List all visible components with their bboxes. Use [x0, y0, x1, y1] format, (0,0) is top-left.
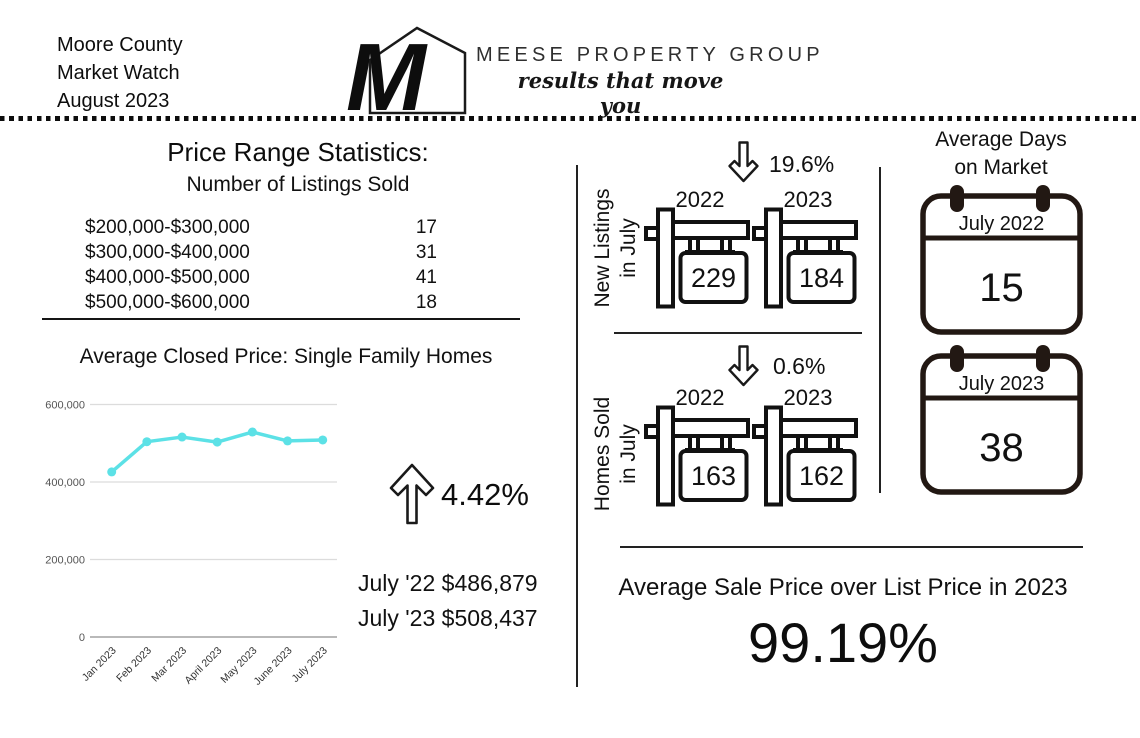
data-point [247, 427, 257, 437]
brand-tagline: results that move you [517, 68, 724, 118]
new-listings-2023-value: 184 [799, 263, 844, 293]
table-row: $500,000-$600,000 18 [85, 290, 437, 315]
year-label-2022: 2022 [675, 187, 725, 212]
data-point [318, 435, 328, 445]
calendar-icon: July 2022 15 [920, 185, 1083, 335]
listings-count: 41 [415, 267, 437, 288]
report-title-line2: Market Watch [57, 62, 180, 84]
report-title: Moore County Market Watch August 2023 [57, 31, 183, 115]
new-listings-2022-value: 229 [691, 263, 736, 293]
table-row: $300,000-$400,000 31 [85, 240, 437, 265]
price-range-title: Price Range Statistics: [167, 137, 429, 167]
down-arrow-icon [728, 345, 759, 387]
listings-count: 17 [415, 217, 437, 238]
closed-price-july22: July '22 $486,879 [358, 570, 538, 596]
listings-count: 31 [415, 242, 437, 263]
homes-sold-2023-value: 162 [799, 461, 844, 491]
report-title-line3: August 2023 [57, 90, 170, 112]
section-label-line: in July [617, 424, 640, 484]
days-on-market-2022-value: 15 [979, 266, 1024, 310]
price-range-label: $500,000-$600,000 [85, 292, 250, 313]
up-arrow-icon [389, 463, 435, 525]
days-on-market-2023-value: 38 [979, 426, 1024, 470]
price-range-label: $200,000-$300,000 [85, 217, 250, 238]
calendar-icon: July 2023 38 [920, 345, 1083, 495]
data-point [283, 436, 293, 446]
x-tick-label: June 2023 [252, 645, 295, 688]
yard-sign-icon: 162 [752, 405, 858, 507]
logo-monogram: M [346, 24, 428, 120]
company-logo-icon: M [346, 24, 467, 120]
yard-sign-icon: 229 [644, 207, 750, 309]
price-range-label: $400,000-$500,000 [85, 267, 250, 288]
x-tick-label: July 2023 [290, 645, 330, 685]
homes-sold-change-pct: 0.6% [773, 353, 826, 379]
yard-sign-icon: 184 [752, 207, 858, 309]
brand-name: MEESE PROPERTY GROUP [476, 44, 824, 66]
days-on-market-title-line: Average Days [935, 128, 1067, 151]
homes-sold-2022-value: 163 [691, 461, 736, 491]
yard-sign-icon: 163 [644, 405, 750, 507]
section-divider [42, 318, 520, 320]
x-tick-label: April 2023 [182, 645, 224, 687]
year-label-2022: 2022 [675, 385, 725, 410]
down-arrow-icon [728, 141, 759, 183]
calendar-month-label: July 2022 [959, 213, 1045, 235]
section-label-line: New Listings [591, 188, 614, 308]
section-label-line: Homes Sold [591, 396, 614, 512]
days-on-market-title-line: on Market [954, 156, 1048, 179]
price-range-table: $200,000-$300,000 17 $300,000-$400,000 3… [85, 215, 437, 315]
year-label-2023: 2023 [783, 187, 833, 212]
vertical-divider [576, 165, 578, 687]
y-tick-label: 0 [79, 632, 85, 644]
y-tick-label: 600,000 [45, 400, 85, 412]
table-row: $400,000-$500,000 41 [85, 265, 437, 290]
x-tick-label: Feb 2023 [114, 645, 154, 685]
closed-price-change-pct: 4.42% [441, 477, 529, 512]
data-point [212, 437, 222, 447]
price-range-label: $300,000-$400,000 [85, 242, 250, 263]
sale-over-list-value: 99.19% [748, 611, 938, 674]
dotted-divider [0, 116, 1140, 121]
year-label-2023: 2023 [783, 385, 833, 410]
y-tick-label: 200,000 [45, 555, 85, 567]
vertical-divider [879, 167, 881, 493]
sale-over-list-title: Average Sale Price over List Price in 20… [618, 574, 1068, 601]
chart-title: Average Closed Price: Single Family Home… [79, 345, 493, 368]
days-on-market-title: Average Days on Market [898, 126, 1104, 182]
listings-count: 18 [415, 292, 437, 313]
data-point [107, 467, 117, 477]
calendar-month-label: July 2023 [959, 373, 1045, 395]
table-row: $200,000-$300,000 17 [85, 215, 437, 240]
homes-sold-section-label: Homes Sold in July [590, 384, 644, 524]
price-range-subtitle: Number of Listings Sold [186, 173, 410, 196]
section-divider [614, 332, 862, 334]
data-point [142, 437, 152, 447]
closed-price-july23: July '23 $508,437 [358, 605, 538, 631]
new-listings-section-label: New Listings in July [590, 178, 644, 318]
section-divider [620, 546, 1083, 548]
x-tick-label: Jan 2023 [80, 645, 119, 684]
data-point [177, 432, 187, 442]
y-tick-label: 400,000 [45, 477, 85, 489]
report-title-line1: Moore County [57, 34, 183, 56]
new-listings-change-pct: 19.6% [769, 151, 835, 177]
section-label-line: in July [617, 218, 640, 278]
